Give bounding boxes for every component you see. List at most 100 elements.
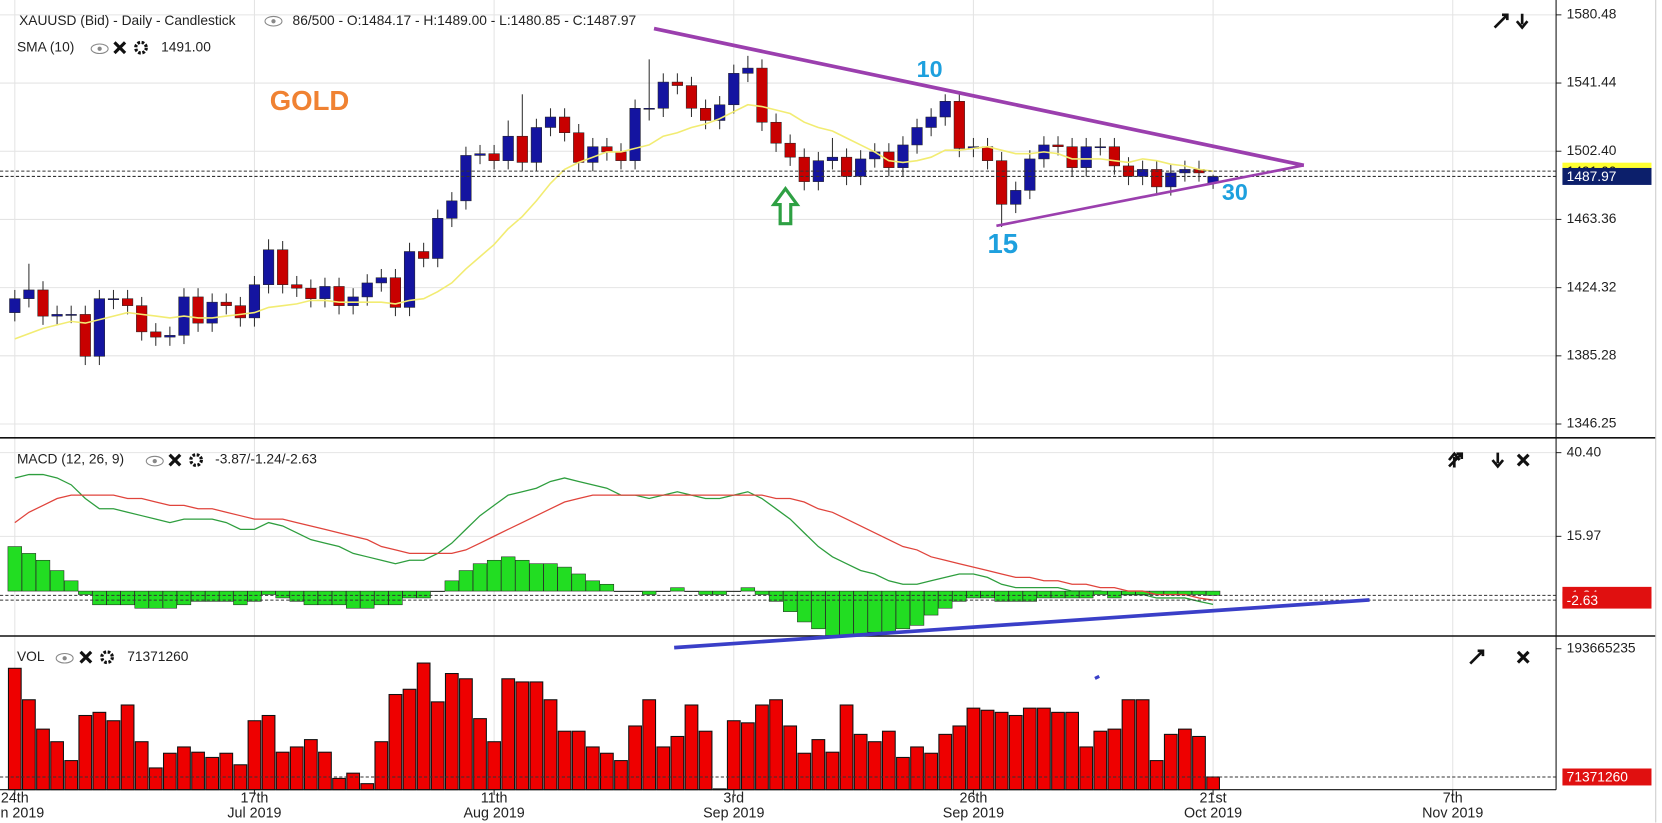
chart-subtitle: 86/500 - O:1484.17 - H:1489.00 - L:1480.… xyxy=(293,13,637,28)
volume-bar xyxy=(346,772,361,791)
candle-body xyxy=(1108,146,1120,167)
volume-bar xyxy=(1206,776,1220,791)
x-tick-label: 24th Jun 2019 xyxy=(0,789,45,821)
histogram-bar xyxy=(374,590,389,606)
histogram-bar xyxy=(923,590,939,616)
candle-body xyxy=(897,144,909,168)
histogram-bar xyxy=(472,563,488,592)
trend-line[interactable] xyxy=(996,164,1305,228)
candle-body xyxy=(1122,165,1135,177)
volume-bar xyxy=(1051,711,1065,791)
volume-bar xyxy=(628,725,642,791)
icon-eye[interactable] xyxy=(271,19,276,24)
volume-bar xyxy=(585,746,600,791)
candle-body xyxy=(305,287,317,299)
histogram-bar xyxy=(78,590,93,595)
histogram-bar xyxy=(501,556,516,592)
volume-bar xyxy=(36,728,50,791)
histogram-bar xyxy=(642,590,657,595)
trend-line[interactable] xyxy=(1094,674,1100,680)
histogram-bar xyxy=(49,570,65,592)
candle-body xyxy=(700,108,712,121)
histogram-bar xyxy=(303,590,319,606)
icon-close[interactable] xyxy=(1516,650,1530,664)
value-badge-label: 1487.97 xyxy=(1567,169,1617,184)
icon-close[interactable] xyxy=(113,41,127,55)
histogram-bar xyxy=(966,590,981,599)
volume-bar xyxy=(529,681,544,791)
histogram-bar xyxy=(7,546,22,592)
candle-body xyxy=(643,108,655,110)
annotation[interactable]: GOLD xyxy=(270,85,350,116)
volume-bar xyxy=(7,667,22,791)
histogram-bar xyxy=(176,590,192,606)
icon-eye[interactable] xyxy=(152,458,157,464)
x-tick-label: 11th Aug 2019 xyxy=(463,789,525,821)
icon-close[interactable] xyxy=(1516,453,1530,467)
histogram-bar xyxy=(205,590,220,602)
candle-body xyxy=(1080,146,1092,168)
volume-bar xyxy=(191,751,205,791)
annotation[interactable]: 30 xyxy=(1222,179,1248,205)
icon-eye[interactable] xyxy=(97,46,102,51)
icon-eye[interactable] xyxy=(90,43,109,55)
histogram-bar xyxy=(627,590,643,592)
candle-body xyxy=(996,160,1008,205)
icon-down[interactable] xyxy=(1491,452,1505,469)
candle-body xyxy=(939,101,951,118)
annotation[interactable]: 15 xyxy=(987,228,1018,259)
histogram-bar xyxy=(515,559,530,592)
volume-bar xyxy=(600,752,614,791)
candle-body xyxy=(333,286,345,306)
volume-bar xyxy=(134,741,149,791)
icon-eye[interactable] xyxy=(55,652,74,664)
volume-bar xyxy=(289,746,304,791)
icon-eye[interactable] xyxy=(145,455,164,467)
candle-body xyxy=(840,156,853,177)
icon-close[interactable] xyxy=(79,650,93,664)
histogram-bar xyxy=(825,590,840,636)
arrow-up[interactable] xyxy=(770,185,801,226)
volume-bar xyxy=(557,730,572,791)
volume-bar xyxy=(656,746,671,791)
value-badge-label: -2.63 xyxy=(1567,593,1599,608)
icon-maximize[interactable] xyxy=(1493,13,1509,29)
histogram-bar xyxy=(585,580,600,592)
histogram-bar xyxy=(120,590,135,606)
histogram-bar xyxy=(980,590,995,599)
candle-body xyxy=(629,108,641,161)
histogram-bar xyxy=(430,590,445,592)
candle-body xyxy=(826,156,839,161)
candle-body xyxy=(714,104,726,121)
candle-body xyxy=(544,116,557,128)
icon-eye[interactable] xyxy=(264,15,283,27)
icon-settings[interactable] xyxy=(100,650,114,665)
icon-eye[interactable] xyxy=(62,656,67,661)
icon-up[interactable] xyxy=(1448,451,1461,468)
icon-settings[interactable] xyxy=(134,40,148,55)
volume-bar xyxy=(360,783,375,791)
candle-body xyxy=(79,314,91,357)
icon-down[interactable] xyxy=(1515,13,1529,30)
candle-body xyxy=(248,284,261,319)
annotation[interactable]: 10 xyxy=(917,56,943,82)
icon-close[interactable] xyxy=(168,453,182,467)
histogram-bar xyxy=(712,590,727,595)
candle-body xyxy=(150,331,162,338)
icon-settings[interactable] xyxy=(189,453,203,467)
y-tick-label: 15.97 xyxy=(1567,528,1601,543)
volume-bar xyxy=(177,746,191,791)
histogram-bar xyxy=(754,590,770,595)
histogram-bar xyxy=(388,590,403,606)
trend-line[interactable] xyxy=(674,598,1370,650)
histogram-bar xyxy=(106,590,121,606)
candle-body xyxy=(657,81,669,109)
icon-maximize[interactable] xyxy=(1469,649,1485,665)
volume-bar xyxy=(726,720,741,791)
y-tick-label: 1346.25 xyxy=(1567,416,1617,431)
volume-bar xyxy=(994,711,1009,791)
volume-bar xyxy=(501,678,516,791)
trend-line[interactable] xyxy=(653,26,1305,168)
volume-bar xyxy=(543,699,558,791)
labels: 1580.48 1541.44 1502.40 1463.36 1424.32 1385.… xyxy=(17,6,1652,786)
